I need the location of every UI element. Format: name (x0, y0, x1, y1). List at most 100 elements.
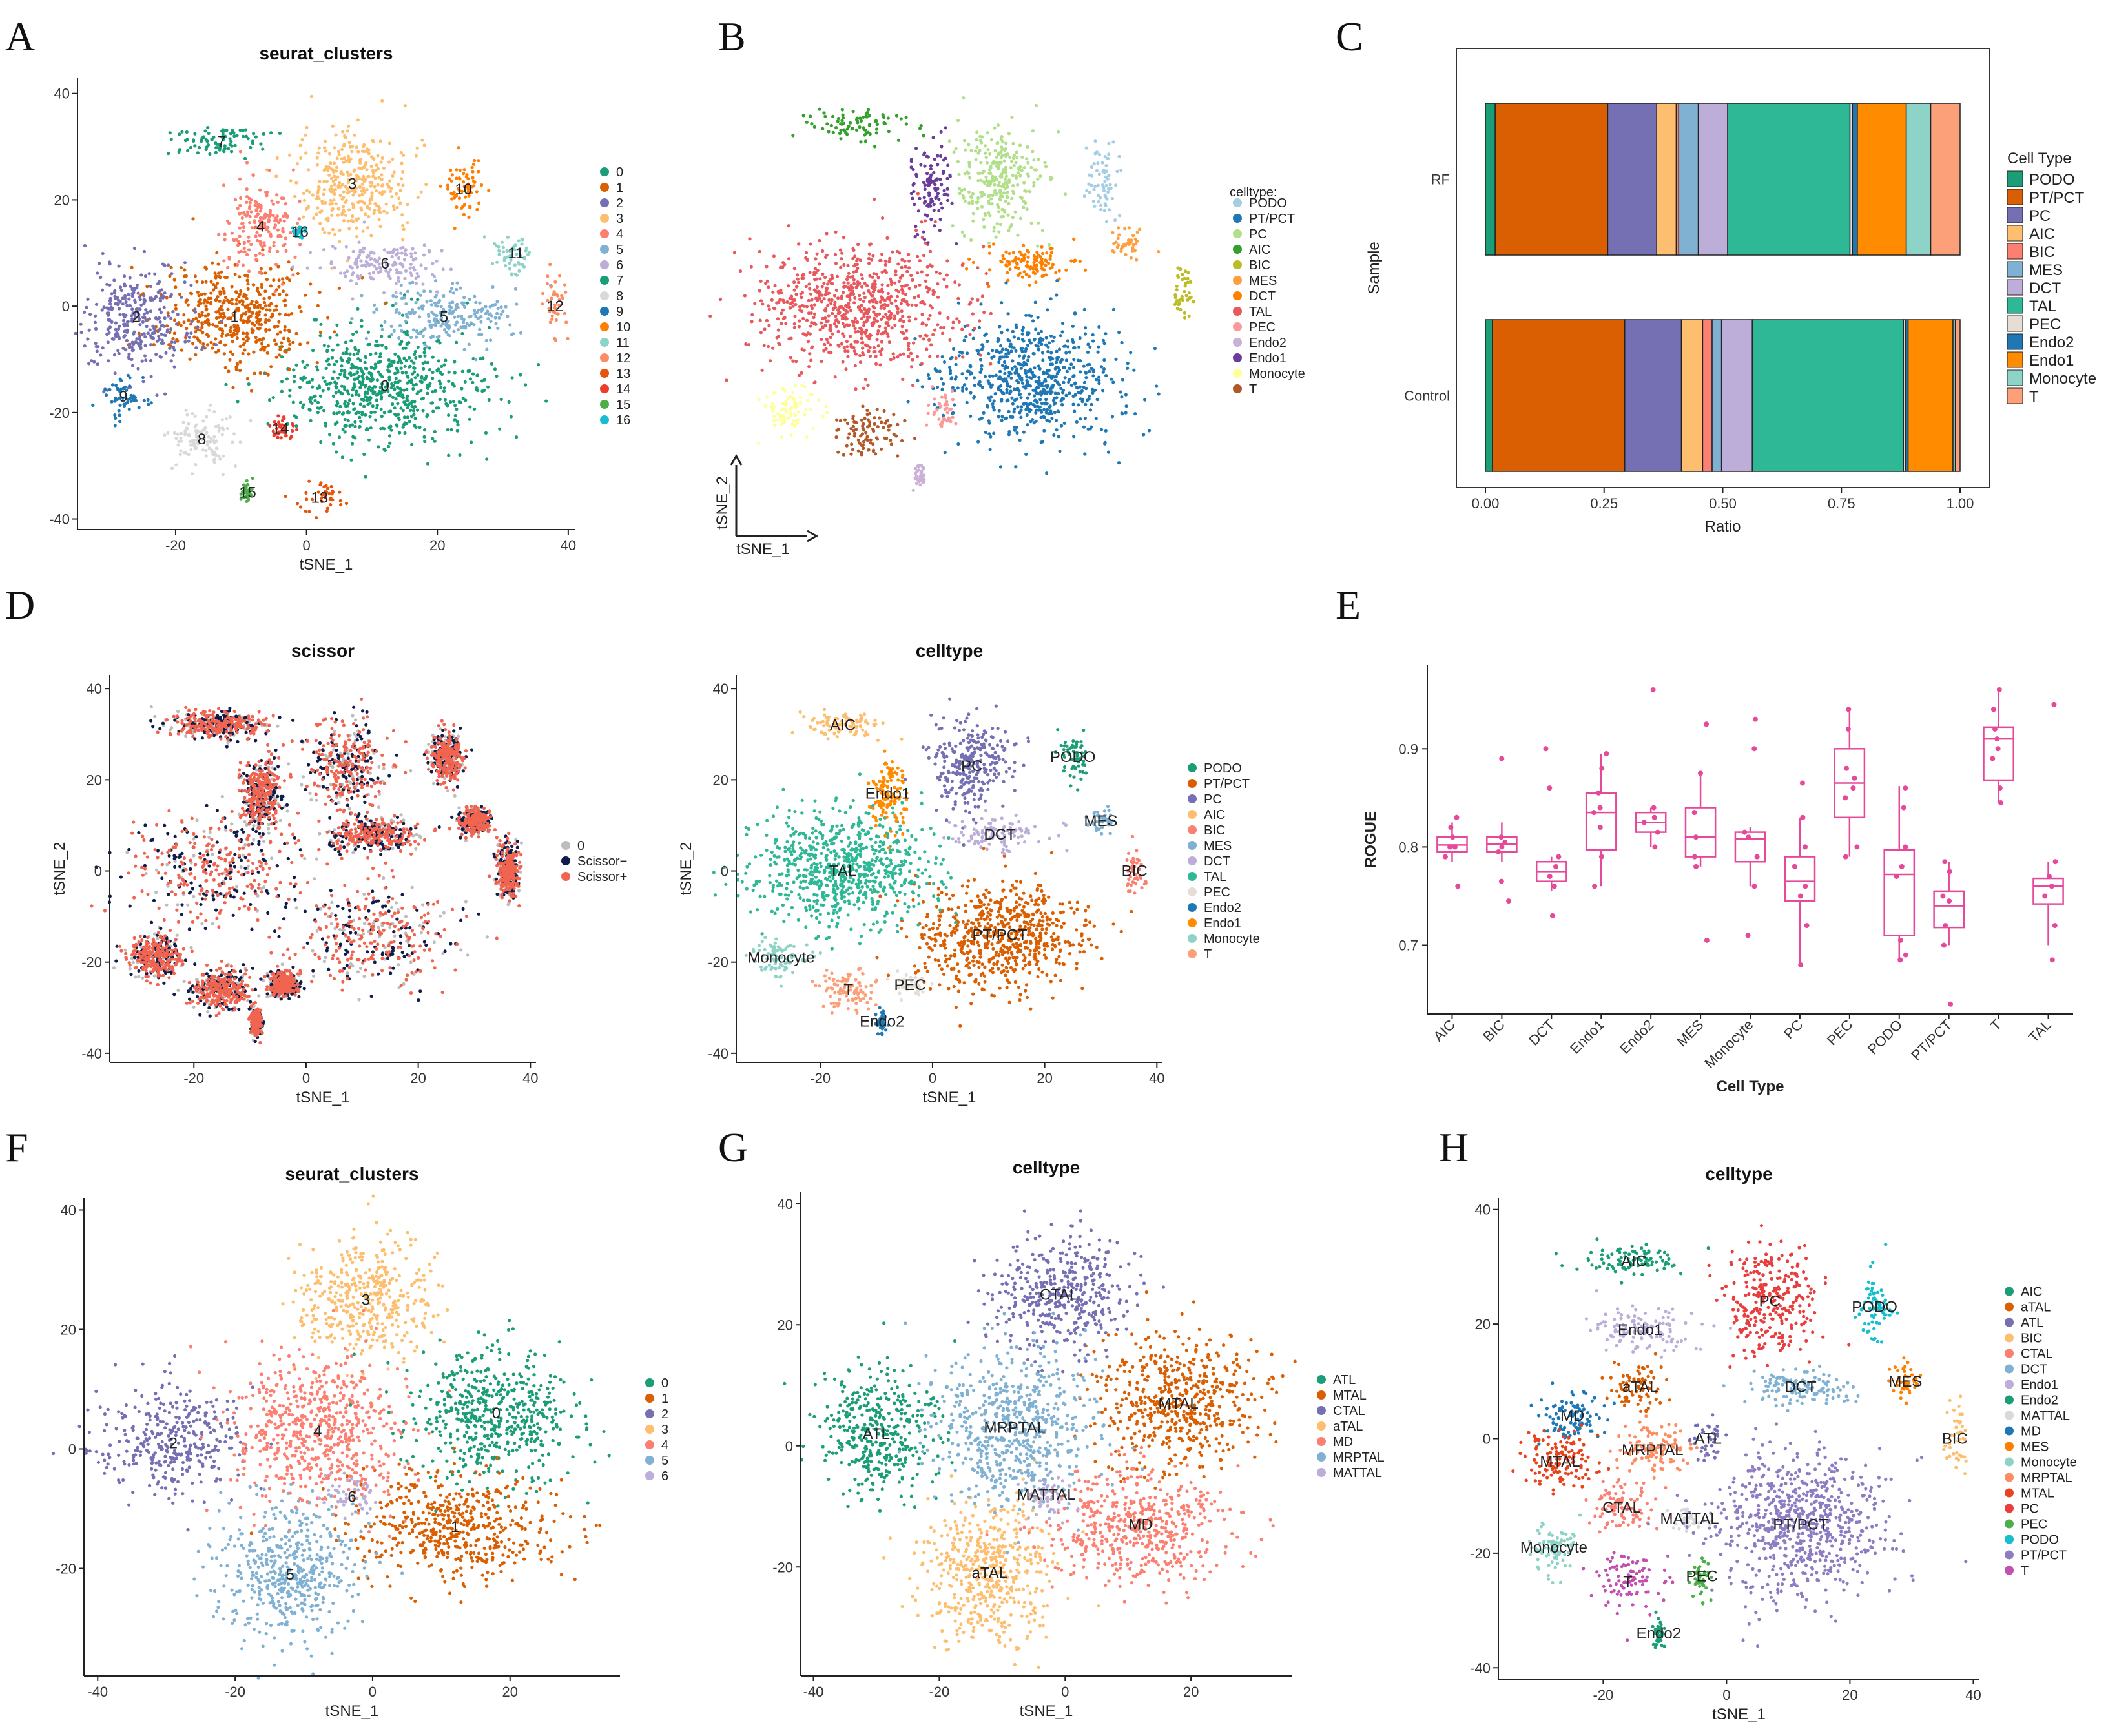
point (486, 385, 490, 389)
point (808, 332, 812, 336)
point (437, 359, 440, 363)
point (420, 138, 424, 142)
point (482, 235, 487, 239)
point (818, 238, 821, 243)
point (1012, 410, 1016, 414)
point (824, 347, 828, 351)
point (189, 331, 193, 335)
point (310, 378, 315, 382)
point (992, 225, 996, 229)
point (545, 282, 550, 285)
point (87, 328, 91, 332)
point (1086, 342, 1090, 346)
point (506, 315, 510, 318)
point (255, 300, 259, 304)
point (344, 404, 348, 408)
point (1106, 450, 1111, 454)
point (239, 196, 243, 200)
point (238, 440, 242, 444)
point (273, 325, 276, 329)
point (189, 448, 193, 452)
point (878, 258, 882, 262)
point (305, 125, 309, 129)
point (125, 324, 129, 327)
point (453, 418, 457, 422)
point (1086, 350, 1090, 355)
point (167, 314, 170, 318)
point (972, 396, 976, 400)
point (1024, 349, 1028, 353)
point (318, 394, 323, 398)
point (423, 428, 427, 432)
point (397, 183, 400, 187)
point (251, 476, 254, 480)
point (193, 274, 197, 278)
point (174, 463, 178, 467)
point (814, 277, 818, 281)
point (96, 362, 99, 366)
point (808, 287, 812, 291)
point (818, 297, 821, 301)
point (291, 168, 295, 172)
point (847, 305, 851, 309)
point (1044, 398, 1048, 402)
point (382, 209, 386, 213)
point (414, 154, 418, 158)
point (1091, 391, 1095, 395)
point (415, 335, 418, 339)
point (149, 375, 153, 378)
point (925, 273, 929, 277)
point (275, 193, 279, 197)
point (201, 331, 205, 335)
point (442, 363, 446, 367)
point (359, 158, 363, 161)
point (466, 301, 470, 305)
point (255, 311, 259, 315)
point (247, 352, 251, 356)
point (258, 338, 262, 342)
point (305, 363, 309, 367)
point (143, 274, 147, 278)
point (791, 359, 795, 363)
point (331, 377, 335, 380)
point (241, 264, 245, 267)
point (427, 313, 431, 316)
point (808, 271, 812, 274)
point (862, 315, 866, 318)
point (453, 227, 457, 231)
point (982, 225, 986, 229)
point (987, 285, 991, 289)
point (872, 310, 876, 314)
point (201, 448, 205, 452)
point (928, 355, 932, 358)
point (440, 364, 444, 369)
point (178, 453, 182, 457)
point (433, 295, 437, 299)
point (247, 239, 251, 243)
point (812, 322, 816, 326)
point (524, 246, 529, 250)
point (214, 343, 218, 347)
point (394, 377, 398, 380)
point (1093, 388, 1097, 392)
point (425, 300, 429, 304)
point (980, 367, 984, 371)
point (263, 304, 267, 308)
point (130, 364, 135, 367)
point (179, 431, 183, 435)
point (426, 391, 429, 395)
point (799, 292, 803, 296)
point (1107, 141, 1111, 145)
point (894, 269, 898, 273)
point (1007, 374, 1011, 378)
point (449, 169, 453, 172)
point (1126, 238, 1131, 242)
point (1036, 344, 1040, 348)
point (492, 242, 497, 246)
point (1048, 374, 1051, 378)
point (218, 340, 222, 344)
point (207, 131, 211, 136)
point (431, 370, 435, 375)
point (402, 258, 407, 262)
point (1102, 358, 1106, 362)
